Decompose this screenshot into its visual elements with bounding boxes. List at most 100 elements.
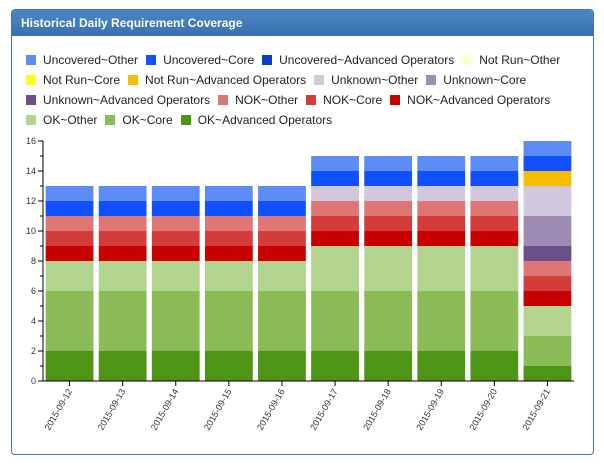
bar-segment[interactable]	[311, 231, 359, 246]
bar-segment[interactable]	[45, 261, 94, 291]
bar-segment[interactable]	[523, 186, 572, 216]
bar-segment[interactable]	[523, 216, 572, 246]
bar-segment[interactable]	[45, 246, 94, 261]
bar-segment[interactable]	[258, 231, 306, 246]
legend-item[interactable]: Not Run~Advanced Operators	[128, 73, 306, 87]
bar-segment[interactable]	[258, 246, 306, 261]
bar-segment[interactable]	[523, 171, 572, 186]
legend-item[interactable]: NOK~Advanced Operators	[390, 93, 550, 107]
bar-segment[interactable]	[470, 231, 519, 246]
legend-item[interactable]: Unknown~Core	[426, 73, 526, 87]
bar-segment[interactable]	[311, 291, 359, 351]
bar-segment[interactable]	[98, 201, 147, 216]
bar-segment[interactable]	[98, 216, 147, 231]
bar-segment[interactable]	[364, 246, 413, 291]
bar-segment[interactable]	[417, 216, 466, 231]
bar-segment[interactable]	[151, 246, 200, 261]
bar-segment[interactable]	[311, 246, 359, 291]
legend-item[interactable]: Not Run~Core	[26, 73, 120, 87]
bar-segment[interactable]	[311, 186, 359, 201]
bar-segment[interactable]	[523, 261, 572, 276]
legend-item[interactable]: Uncovered~Advanced Operators	[262, 53, 454, 67]
bar-segment[interactable]	[258, 351, 306, 381]
bar-segment[interactable]	[311, 156, 359, 171]
bar-segment[interactable]	[417, 246, 466, 291]
bar-segment[interactable]	[98, 261, 147, 291]
bar-segment[interactable]	[523, 246, 572, 261]
bar-segment[interactable]	[470, 351, 519, 381]
bar-segment[interactable]	[258, 216, 306, 231]
bar-segment[interactable]	[98, 351, 147, 381]
legend-item[interactable]: Uncovered~Other	[26, 53, 138, 67]
bar-segment[interactable]	[98, 231, 147, 246]
bar-segment[interactable]	[311, 351, 359, 381]
bar-segment[interactable]	[45, 231, 94, 246]
bar-segment[interactable]	[204, 246, 253, 261]
bar-segment[interactable]	[470, 216, 519, 231]
bar-segment[interactable]	[98, 186, 147, 201]
bar-segment[interactable]	[98, 291, 147, 351]
bar-segment[interactable]	[417, 291, 466, 351]
bar-segment[interactable]	[523, 156, 572, 171]
bar-segment[interactable]	[258, 291, 306, 351]
bar-segment[interactable]	[470, 156, 519, 171]
bar-segment[interactable]	[45, 351, 94, 381]
bar-segment[interactable]	[151, 216, 200, 231]
bar-segment[interactable]	[470, 246, 519, 291]
bar-segment[interactable]	[204, 351, 253, 381]
bar-segment[interactable]	[523, 141, 572, 156]
bar-segment[interactable]	[258, 201, 306, 216]
bar-segment[interactable]	[417, 186, 466, 201]
bar-segment[interactable]	[417, 231, 466, 246]
bar-segment[interactable]	[364, 351, 413, 381]
bar-segment[interactable]	[364, 186, 413, 201]
legend-item[interactable]: NOK~Core	[306, 93, 382, 107]
bar-segment[interactable]	[204, 231, 253, 246]
bar-segment[interactable]	[311, 216, 359, 231]
bar-segment[interactable]	[204, 201, 253, 216]
bar-segment[interactable]	[151, 186, 200, 201]
bar-segment[interactable]	[204, 261, 253, 291]
bar-segment[interactable]	[417, 201, 466, 216]
legend-item[interactable]: OK~Core	[105, 113, 173, 127]
bar-segment[interactable]	[523, 306, 572, 336]
bar-segment[interactable]	[45, 186, 94, 201]
bar-segment[interactable]	[151, 231, 200, 246]
bar-segment[interactable]	[364, 231, 413, 246]
bar-segment[interactable]	[45, 201, 94, 216]
bar-segment[interactable]	[151, 261, 200, 291]
bar-segment[interactable]	[45, 216, 94, 231]
bar-segment[interactable]	[470, 201, 519, 216]
bar-segment[interactable]	[470, 186, 519, 201]
bar-segment[interactable]	[364, 171, 413, 186]
bar-segment[interactable]	[311, 201, 359, 216]
bar-segment[interactable]	[151, 201, 200, 216]
legend-item[interactable]: Not Run~Other	[462, 53, 560, 67]
bar-segment[interactable]	[258, 261, 306, 291]
bar-segment[interactable]	[364, 216, 413, 231]
legend-item[interactable]: Uncovered~Core	[146, 53, 254, 67]
bar-segment[interactable]	[470, 291, 519, 351]
bar-segment[interactable]	[470, 171, 519, 186]
legend-item[interactable]: Unknown~Advanced Operators	[26, 93, 210, 107]
bar-segment[interactable]	[98, 246, 147, 261]
bar-segment[interactable]	[417, 156, 466, 171]
bar-segment[interactable]	[204, 186, 253, 201]
bar-segment[interactable]	[523, 291, 572, 306]
bar-segment[interactable]	[204, 216, 253, 231]
bar-segment[interactable]	[417, 171, 466, 186]
bar-segment[interactable]	[151, 351, 200, 381]
bar-segment[interactable]	[523, 336, 572, 366]
legend-item[interactable]: NOK~Other	[218, 93, 298, 107]
bar-segment[interactable]	[311, 171, 359, 186]
bar-segment[interactable]	[417, 351, 466, 381]
bar-segment[interactable]	[204, 291, 253, 351]
bar-segment[interactable]	[151, 291, 200, 351]
legend-item[interactable]: OK~Other	[26, 113, 97, 127]
legend-item[interactable]: OK~Advanced Operators	[180, 113, 332, 127]
bar-segment[interactable]	[523, 366, 572, 381]
bar-segment[interactable]	[45, 291, 94, 351]
bar-segment[interactable]	[258, 186, 306, 201]
bar-segment[interactable]	[523, 276, 572, 291]
bar-segment[interactable]	[364, 291, 413, 351]
